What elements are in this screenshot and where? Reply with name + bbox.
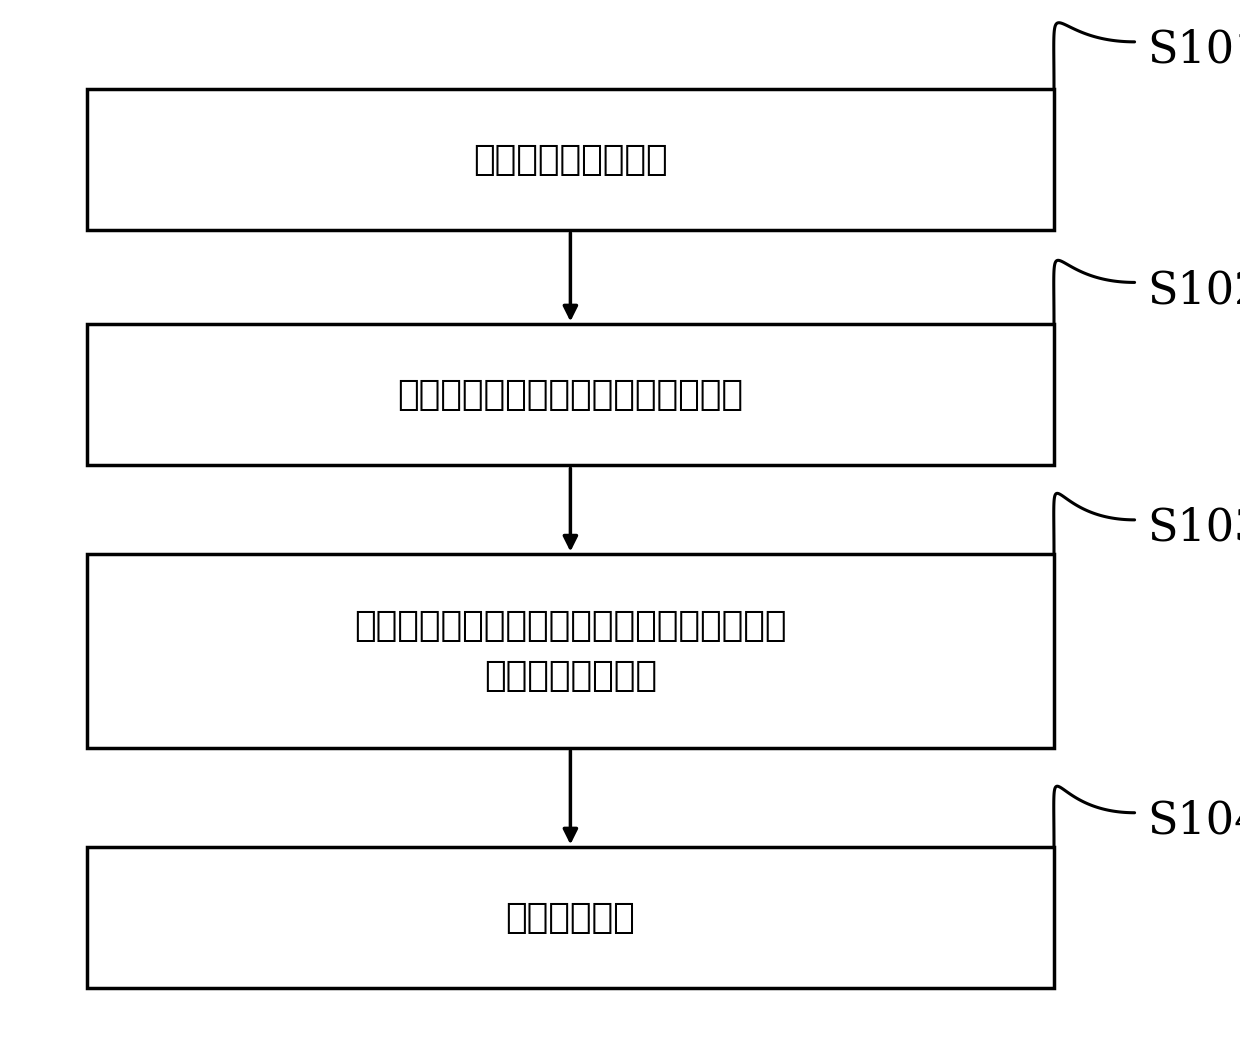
FancyBboxPatch shape (87, 89, 1054, 230)
Text: S101: S101 (1147, 28, 1240, 72)
Text: S103: S103 (1147, 506, 1240, 550)
Text: 在预设的资源仓库内查询输入信息在目标场景
实例下的应答信息: 在预设的资源仓库内查询输入信息在目标场景 实例下的应答信息 (355, 609, 786, 693)
FancyBboxPatch shape (87, 554, 1054, 748)
FancyBboxPatch shape (87, 324, 1054, 465)
Text: 展示应答信息: 展示应答信息 (506, 901, 635, 935)
Text: 获取用户的输入信息: 获取用户的输入信息 (474, 142, 667, 177)
Text: 确定输入信息所匹配的目标场景实例: 确定输入信息所匹配的目标场景实例 (397, 378, 744, 412)
Text: S104: S104 (1147, 799, 1240, 843)
Text: S102: S102 (1147, 269, 1240, 313)
FancyBboxPatch shape (87, 847, 1054, 988)
